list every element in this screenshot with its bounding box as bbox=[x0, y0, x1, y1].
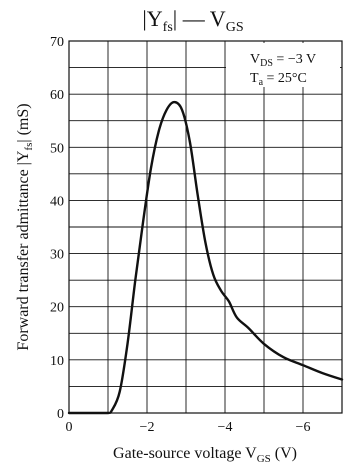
y-tick-label: 40 bbox=[50, 194, 64, 209]
y-tick-label: 50 bbox=[50, 141, 64, 156]
condition-ta: Ta = 25°C bbox=[250, 71, 307, 88]
chart-title: |Yfs| — VGS bbox=[142, 6, 243, 35]
x-axis-label: Gate-source voltage VGS (V) bbox=[113, 445, 297, 465]
y-tick-label: 20 bbox=[50, 301, 64, 316]
y-tick-label: 30 bbox=[50, 248, 64, 263]
curve-layer bbox=[67, 100, 344, 415]
axis-ticks: 0 10 20 30 40 50 60 70 0 −2 −4 −6 bbox=[50, 35, 310, 435]
grid-lines bbox=[69, 41, 342, 413]
x-tick-label: −4 bbox=[218, 420, 233, 435]
y-tick-label: 0 bbox=[57, 407, 64, 422]
y-tick-label: 60 bbox=[50, 88, 64, 103]
conditions-box bbox=[226, 43, 340, 87]
x-tick-label: −2 bbox=[140, 420, 155, 435]
plot-frame bbox=[68, 40, 343, 414]
x-tick-label: −6 bbox=[296, 420, 311, 435]
y-axis-label: Forward transfer admittance |Yfs| (mS) bbox=[15, 103, 35, 350]
condition-vds: VDS = −3 V bbox=[250, 52, 316, 69]
y-tick-label: 70 bbox=[50, 35, 64, 50]
x-tick-label: 0 bbox=[66, 420, 73, 435]
yfs-curve bbox=[67, 100, 344, 415]
y-tick-label: 10 bbox=[50, 354, 64, 369]
